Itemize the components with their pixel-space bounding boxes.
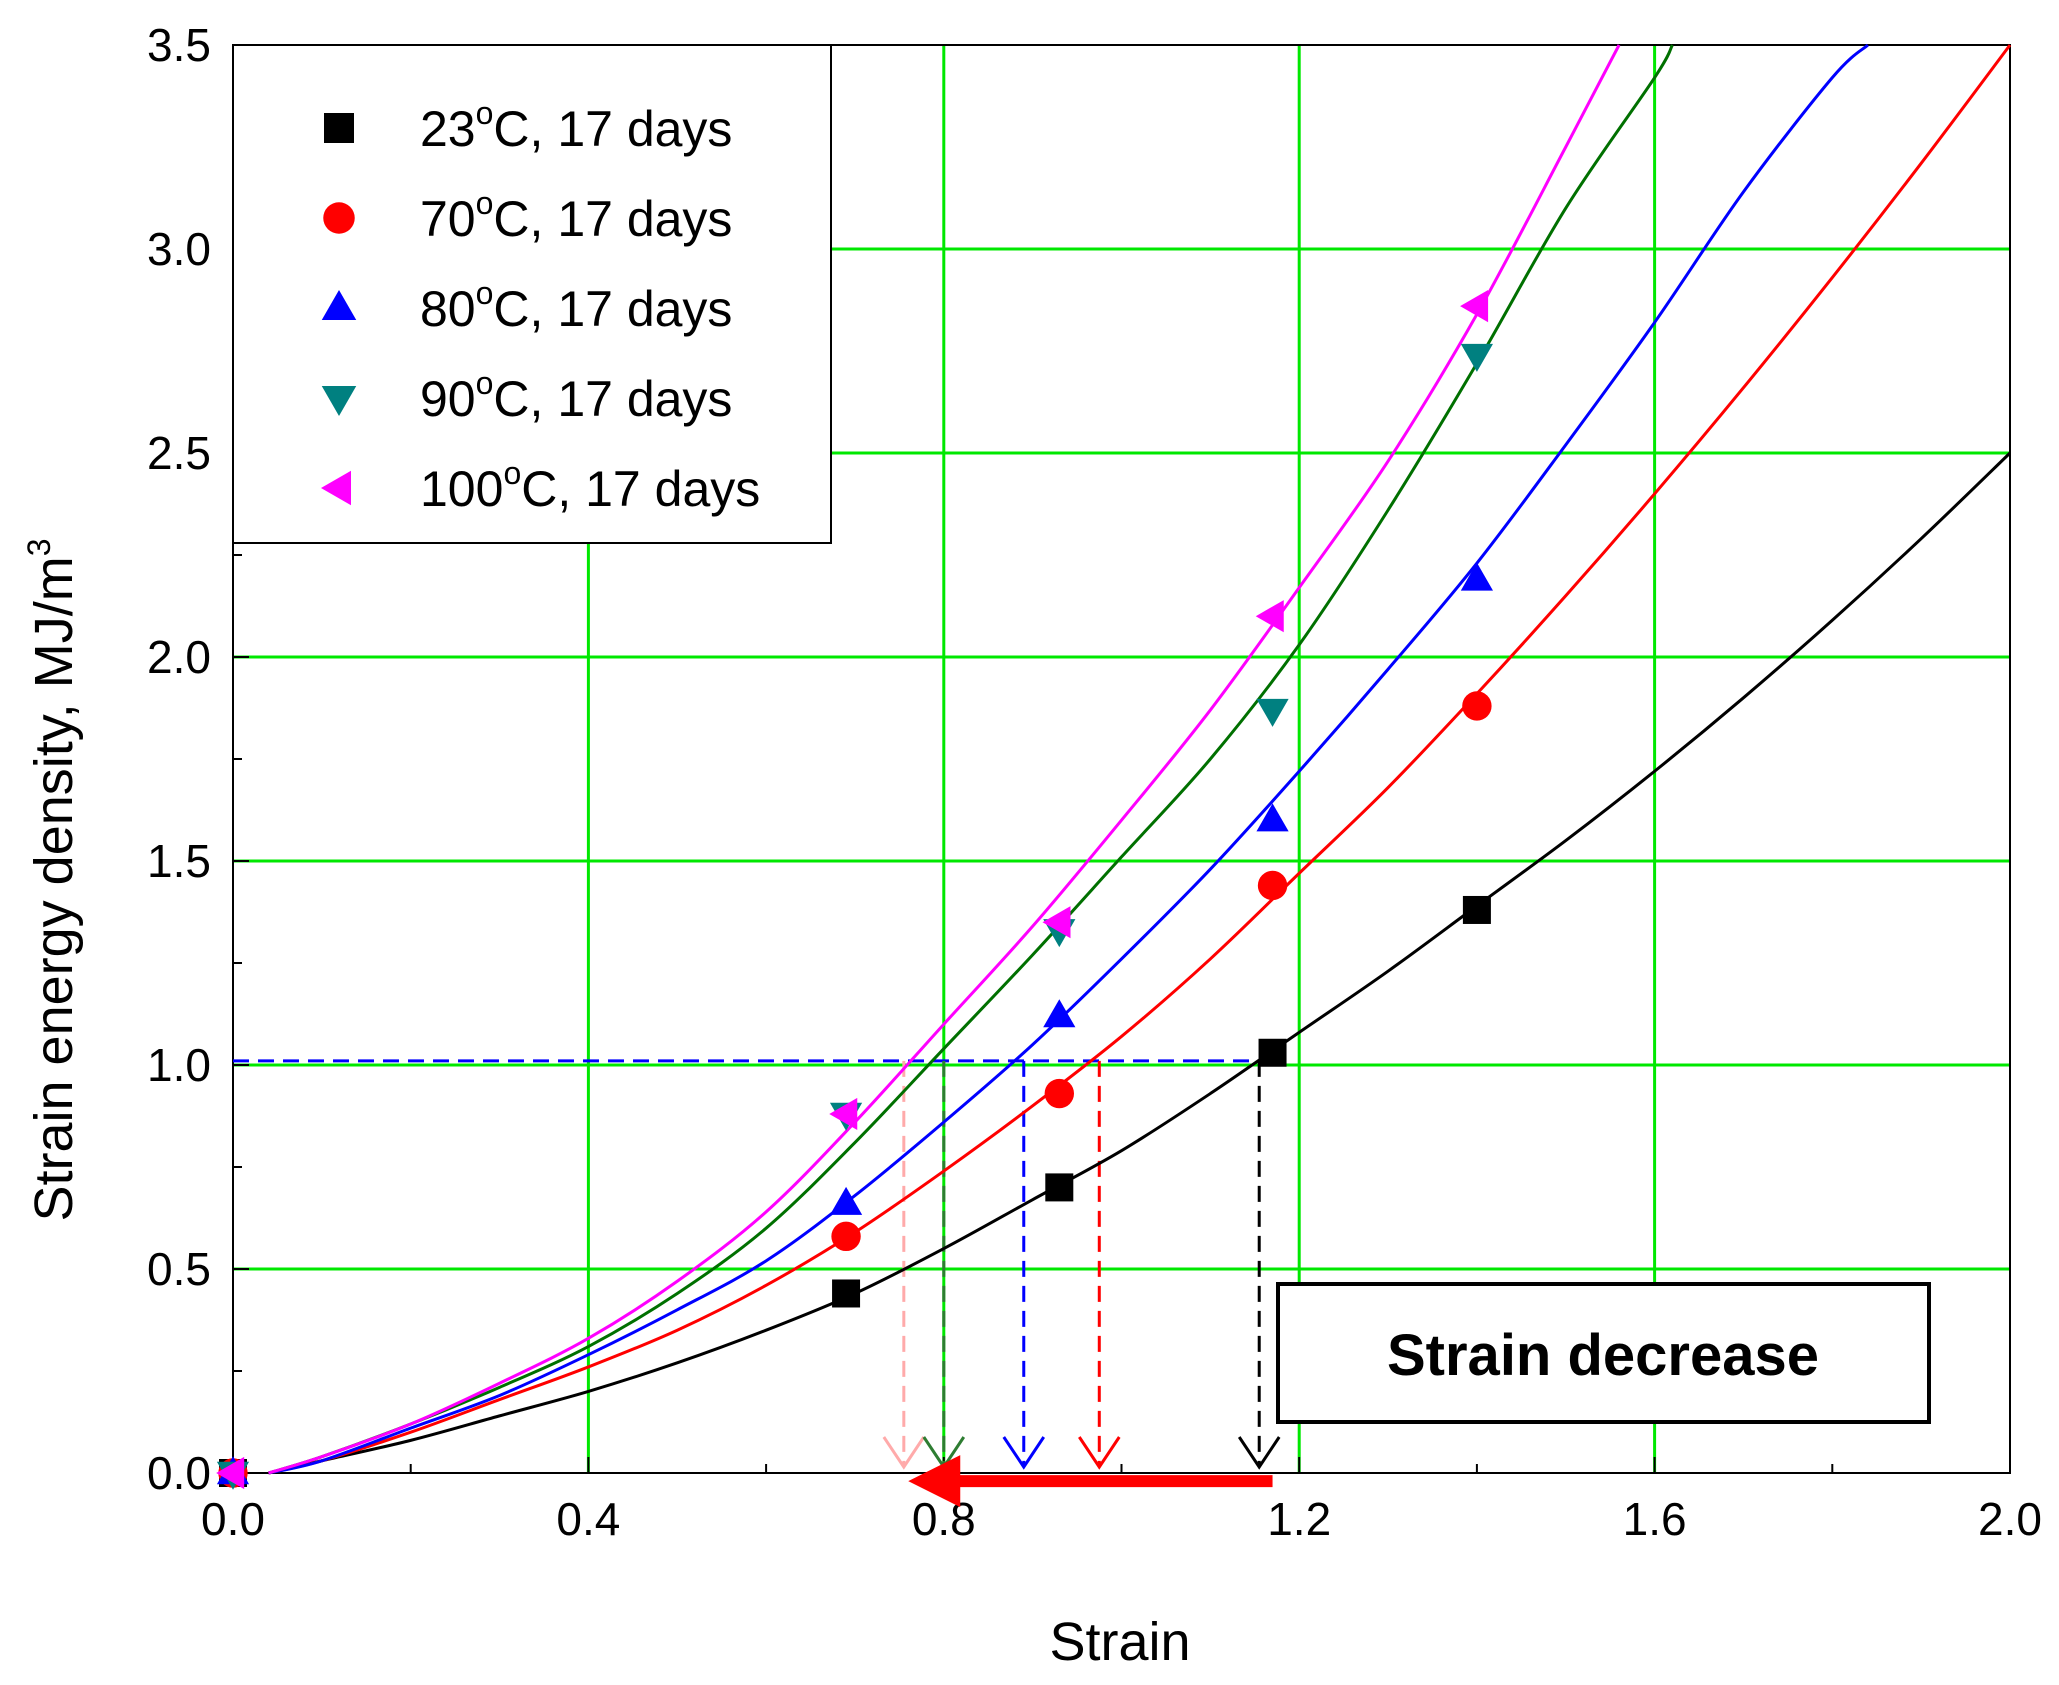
y-tick-label: 3.5 (147, 19, 211, 71)
x-tick-label: 0.4 (556, 1493, 620, 1545)
y-tick-label: 2.5 (147, 427, 211, 479)
drop-line-arrowhead (1078, 1436, 1121, 1470)
data-point (829, 1186, 863, 1215)
data-point (1043, 999, 1076, 1028)
data-point (216, 1456, 245, 1490)
series-line (268, 44, 1674, 1475)
legend-label-rest: C, 17 days (493, 371, 732, 427)
data-point (1257, 870, 1288, 901)
drop-line-arrowhead (882, 1436, 926, 1470)
y-tick-label: 0.5 (147, 1243, 211, 1295)
legend-marker (321, 290, 357, 320)
drop-line-arrowhead (1237, 1436, 1281, 1470)
x-tick-label: 1.2 (1267, 1493, 1331, 1545)
data-point (1460, 562, 1493, 591)
x-tick-labels: 0.0 0.4 0.8 1.2 1.6 2.0 (201, 1493, 2042, 1545)
annotation-frame (1276, 1282, 1931, 1424)
y-tick-label: 2.0 (147, 631, 211, 683)
legend-label-temp: 23 (420, 101, 476, 157)
data-point (1042, 906, 1071, 939)
x-tick-label: 0.0 (201, 1493, 265, 1545)
arrow-head (908, 1455, 961, 1508)
data-markers (216, 290, 1493, 1490)
legend-label-degree: o (476, 365, 494, 401)
data-point (1256, 803, 1289, 832)
data-point (831, 1221, 861, 1252)
y-tick-label: 1.0 (147, 1039, 211, 1091)
data-point (829, 1097, 858, 1131)
data-point (1462, 895, 1491, 924)
data-point (832, 1279, 861, 1308)
series-line (268, 43, 1869, 1475)
legend-label-rest: C, 17 days (493, 191, 732, 247)
legend-label: 70oC, 17 days (420, 185, 732, 247)
legend-label-degree: o (503, 455, 521, 491)
legend-label-rest: C, 17 days (521, 461, 760, 517)
x-tick-label: 1.6 (1623, 1493, 1687, 1545)
legend-label-degree: o (476, 95, 494, 131)
x-tick-label: 0.8 (912, 1493, 976, 1545)
legend-marker (323, 202, 355, 234)
legend-label: 80oC, 17 days (420, 275, 732, 337)
fit-curves (268, 43, 2012, 1475)
y-tick-label: 3.0 (147, 223, 211, 275)
y-tick-label: 0.0 (147, 1447, 211, 1499)
data-point (1256, 698, 1289, 727)
y-tick-label: 1.5 (147, 835, 211, 887)
series-line (268, 451, 2012, 1475)
legend-label: 23oC, 17 days (420, 95, 732, 157)
legend-marker (321, 386, 357, 416)
x-tick-label: 2.0 (1978, 1493, 2042, 1545)
annotation-text: Strain decrease (1387, 1323, 1819, 1388)
y-axis-title-superscript: 3 (21, 538, 57, 556)
legend-label-degree: o (476, 185, 494, 221)
legend-label: 90oC, 17 days (420, 365, 732, 427)
data-point (1044, 1078, 1075, 1109)
x-axis-title: Strain (1049, 1612, 1190, 1672)
legend-label-temp: 80 (420, 281, 476, 337)
y-axis-title-text: Strain energy density, MJ/m (24, 556, 84, 1221)
guide-lines (233, 1059, 1281, 1470)
data-point (1045, 1173, 1074, 1202)
drop-line-arrowhead (1002, 1436, 1046, 1470)
strain-decrease-arrow (908, 1455, 1273, 1508)
series-line (268, 44, 1621, 1475)
legend-label-rest: C, 17 days (493, 281, 732, 337)
y-tick-labels: 0.0 0.5 1.0 1.5 2.0 2.5 3.0 3.5 (147, 19, 211, 1499)
data-point (1460, 290, 1489, 323)
data-point (1258, 1038, 1287, 1067)
legend-label-degree: o (476, 275, 494, 311)
data-point (1462, 691, 1492, 721)
legend-marker (324, 113, 354, 143)
legend-label-temp: 100 (420, 461, 503, 517)
data-point (1255, 600, 1284, 633)
legend-marker (321, 470, 351, 506)
series-line (268, 44, 2012, 1475)
y-axis-title: Strain energy density, MJ/m3 (21, 538, 84, 1221)
legend-label-rest: C, 17 days (493, 101, 732, 157)
data-point (1460, 343, 1493, 372)
legend-label-temp: 90 (420, 371, 476, 427)
legend-label: 100oC, 17 days (420, 455, 760, 517)
annotation-box: Strain decrease (1276, 1282, 1931, 1424)
legend-label-temp: 70 (420, 191, 476, 247)
